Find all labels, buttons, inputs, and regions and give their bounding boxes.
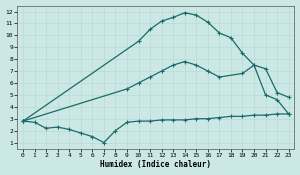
X-axis label: Humidex (Indice chaleur): Humidex (Indice chaleur)	[100, 160, 211, 169]
